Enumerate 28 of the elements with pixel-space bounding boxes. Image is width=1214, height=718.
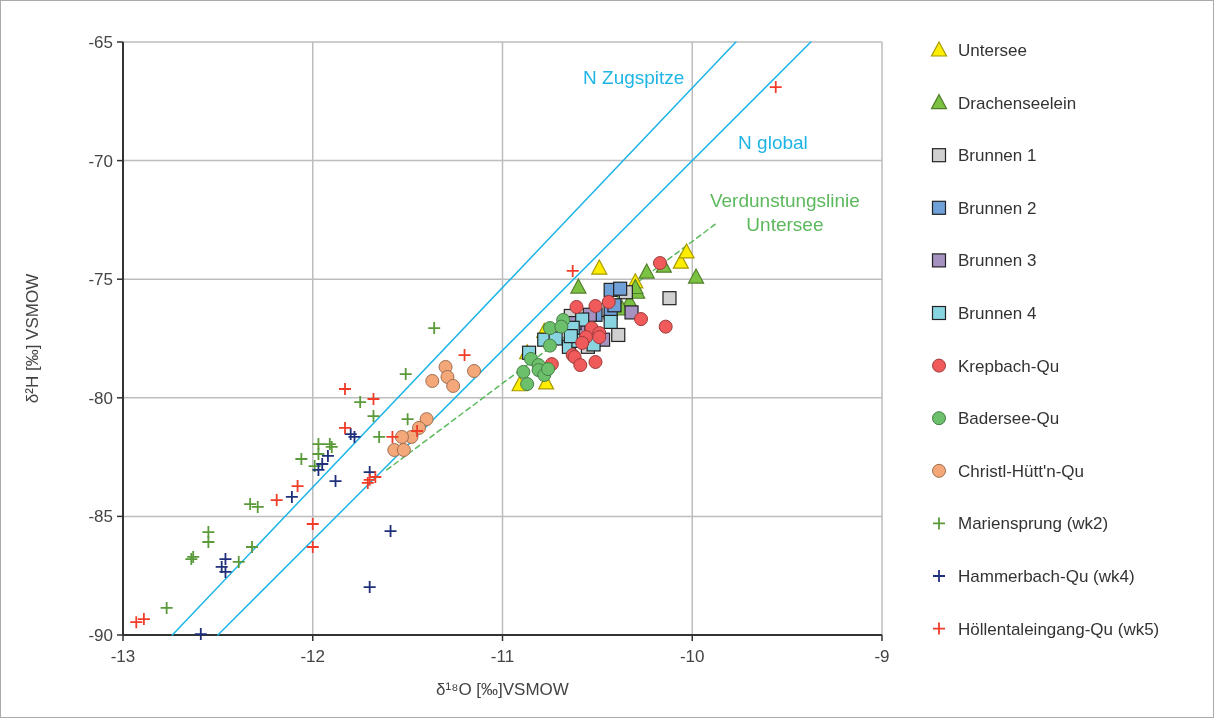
series-label: Verdunstungslinie Untersee xyxy=(709,189,860,235)
x-tick-label: -10 xyxy=(679,647,705,666)
y-tick-label: -65 xyxy=(88,33,113,52)
x-tick-label: -13 xyxy=(110,647,136,666)
legend-label: Mariensprung (wk2) xyxy=(958,514,1109,534)
y-tick-label: -90 xyxy=(88,626,113,645)
y-tick-label: -80 xyxy=(88,388,113,408)
legend-label: Hammerbach-Qu (wk4) xyxy=(958,567,1135,586)
legend-label: Brunnen 1 xyxy=(958,146,1037,166)
x-axis-title: δ¹⁸O [‰]VSMOW xyxy=(436,680,569,699)
legend-label: Höllentaleingang-Qu (wk5) xyxy=(958,619,1160,639)
legend-label: Krepbach-Qu xyxy=(958,356,1060,376)
x-tick-label: -11 xyxy=(490,647,515,666)
y-axis-title: δ²H [‰] VSMOW xyxy=(23,273,42,404)
legend-label: Brunnen 2 xyxy=(958,198,1037,218)
legend-label: Brunnen 4 xyxy=(958,304,1037,323)
legend-label: Brunnen 3 xyxy=(958,251,1037,271)
y-tick-label: -75 xyxy=(88,270,113,290)
legend-label: Christl-Hütt'n-Qu xyxy=(958,461,1085,481)
y-tick-label: -70 xyxy=(88,151,113,171)
series-label: N Zugspitze xyxy=(583,66,685,88)
legend-label: Drachenseelein xyxy=(958,93,1077,113)
x-tick-label: -12 xyxy=(300,647,326,666)
y-tick-label: -85 xyxy=(88,507,113,527)
x-tick-label: -9 xyxy=(874,647,890,666)
legend-label: Badersee-Qu xyxy=(958,409,1060,429)
series-label: N global xyxy=(738,131,808,153)
legend-label: Untersee xyxy=(958,41,1027,60)
